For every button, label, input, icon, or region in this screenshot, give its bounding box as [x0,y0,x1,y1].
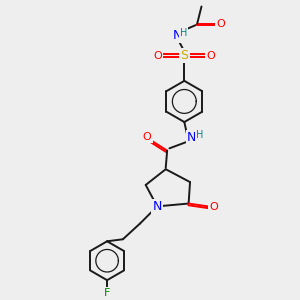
Text: O: O [154,51,162,61]
Text: S: S [180,49,188,62]
Text: N: N [172,28,182,42]
Text: N: N [187,131,196,144]
Text: O: O [143,132,152,142]
Text: O: O [209,202,218,212]
Text: F: F [104,288,110,298]
Text: H: H [180,28,187,38]
Text: N: N [152,200,162,213]
Text: O: O [206,51,215,61]
Text: O: O [216,19,225,29]
Text: H: H [196,130,203,140]
